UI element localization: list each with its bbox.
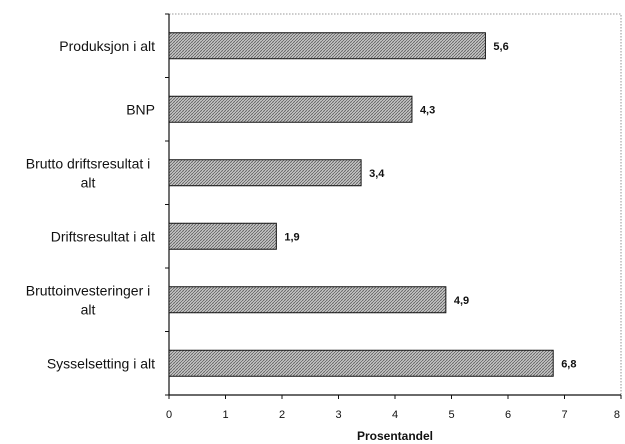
x-tick-label: 6: [505, 409, 511, 421]
bar-value-label: 5,6: [493, 41, 508, 53]
bar: [168, 286, 447, 314]
bar: [168, 159, 362, 187]
bar: [168, 32, 486, 60]
x-tick-label: 7: [561, 409, 567, 421]
bar-value-label: 1,9: [284, 231, 299, 243]
bar: [168, 222, 277, 250]
x-tick-label: 8: [614, 409, 620, 421]
x-tick-label: 3: [335, 409, 341, 421]
category-label: Driftsresultat i alt: [51, 228, 155, 244]
bar-value-label: 4,3: [420, 104, 435, 116]
category-label: alt: [81, 301, 96, 317]
x-tick-label: 1: [222, 409, 228, 421]
bar-value-label: 3,4: [369, 168, 385, 180]
bar-value-label: 4,9: [454, 295, 469, 307]
category-label: BNP: [126, 101, 155, 117]
category-label: Brutto driftsresultat i: [26, 155, 151, 171]
category-label: alt: [81, 174, 96, 190]
x-tick-label: 2: [279, 409, 285, 421]
x-tick-label: 5: [448, 409, 454, 421]
x-tick-label: 4: [392, 409, 398, 421]
x-axis-title: Prosentandel: [357, 429, 433, 443]
category-label: Bruttoinvesteringer i: [26, 282, 151, 298]
bar: [168, 95, 413, 123]
bar: [168, 349, 554, 377]
category-label: Sysselsetting i alt: [47, 355, 155, 371]
plot-area-frame: [168, 13, 622, 396]
x-tick-label: 0: [166, 409, 172, 421]
category-label: Produksjon i alt: [59, 38, 155, 54]
bar-value-label: 6,8: [561, 358, 576, 370]
